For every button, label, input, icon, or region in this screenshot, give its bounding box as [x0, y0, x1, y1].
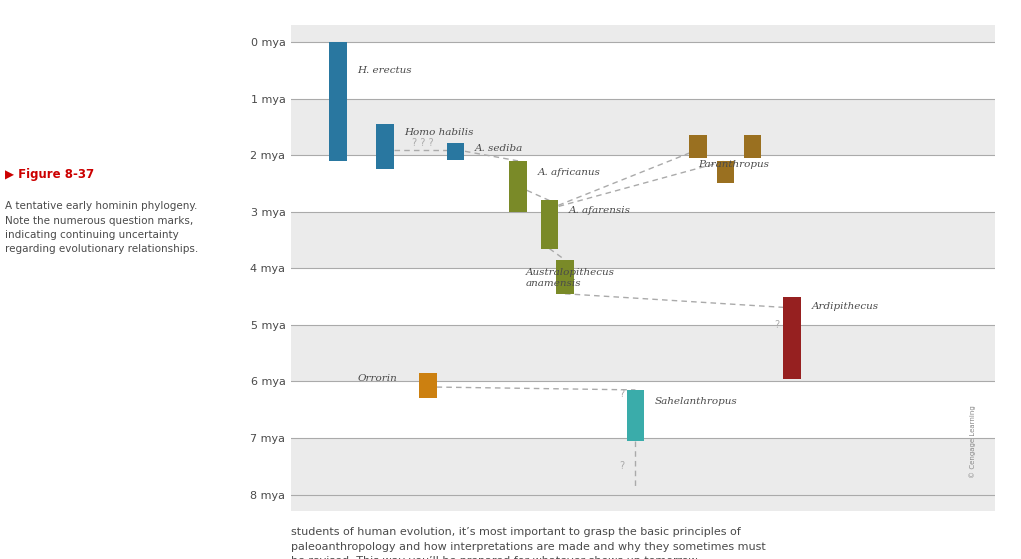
Text: ? ? ?: ? ? ?	[412, 138, 434, 148]
Bar	[291, 42, 995, 99]
Bar	[377, 124, 393, 169]
Bar	[783, 297, 800, 378]
Bar	[509, 161, 527, 212]
Bar	[689, 135, 707, 158]
Bar	[291, 381, 995, 438]
Text: Ardipithecus: Ardipithecus	[812, 302, 879, 311]
Bar	[420, 373, 437, 399]
Bar	[744, 135, 762, 158]
Text: Homo habilis: Homo habilis	[404, 128, 474, 137]
Text: ?: ?	[620, 461, 625, 471]
Text: ▶ Figure 8-37: ▶ Figure 8-37	[5, 168, 94, 181]
Text: A tentative early hominin phylogeny.
Note the numerous question marks,
indicatin: A tentative early hominin phylogeny. Not…	[5, 201, 198, 254]
Bar	[291, 155, 995, 212]
Text: Paranthropus: Paranthropus	[698, 160, 769, 169]
Bar	[556, 260, 574, 294]
Bar	[330, 42, 346, 161]
Bar	[627, 390, 644, 441]
Text: ?: ?	[775, 320, 780, 330]
Text: Sahelanthropus: Sahelanthropus	[654, 397, 738, 406]
Text: A. africanus: A. africanus	[537, 168, 600, 177]
Text: ?: ?	[620, 389, 625, 399]
Text: Orrorin: Orrorin	[357, 374, 397, 383]
Bar	[291, 268, 995, 325]
Text: A. sediba: A. sediba	[475, 144, 523, 153]
Text: A. afarensis: A. afarensis	[569, 206, 631, 215]
Text: © Cengage Learning: © Cengage Learning	[969, 405, 976, 477]
Bar	[447, 143, 464, 160]
Bar	[541, 201, 557, 249]
Text: Australopithecus
anamensis: Australopithecus anamensis	[526, 268, 615, 288]
Text: H. erectus: H. erectus	[357, 66, 412, 75]
Bar	[717, 161, 734, 183]
Text: students of human evolution, it’s most important to grasp the basic principles o: students of human evolution, it’s most i…	[291, 527, 766, 559]
